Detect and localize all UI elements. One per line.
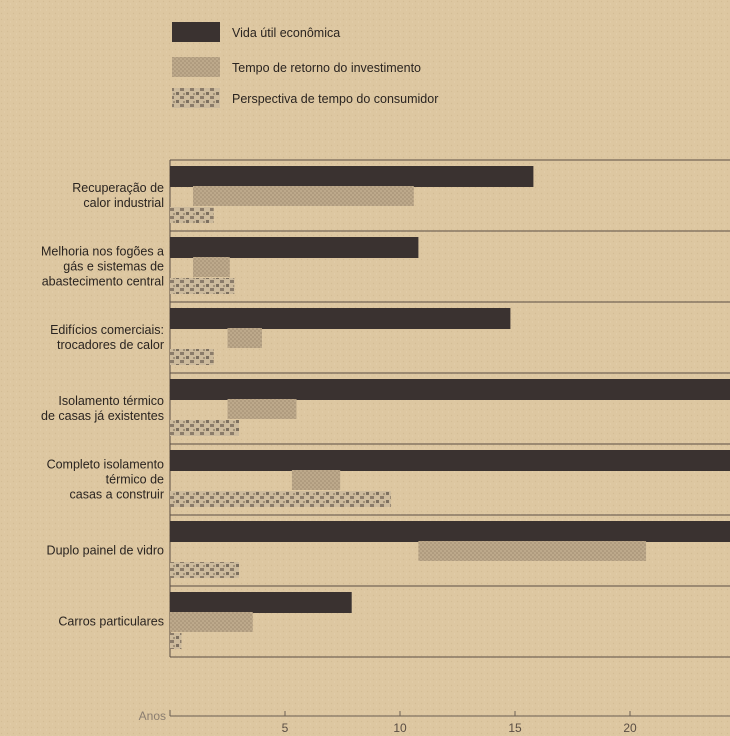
legend-label: Tempo de retorno do investimento bbox=[232, 61, 421, 75]
bar bbox=[170, 612, 253, 632]
category-label: Carros particulares bbox=[58, 615, 164, 629]
bar bbox=[170, 278, 235, 294]
bar bbox=[227, 399, 297, 419]
x-tick-label: 5 bbox=[282, 721, 289, 735]
x-tick-label: 15 bbox=[508, 721, 522, 735]
x-tick-label: 10 bbox=[393, 721, 407, 735]
category-label: Completo isolamento bbox=[47, 458, 164, 472]
bar bbox=[170, 207, 214, 223]
category-label: gás e sistemas de bbox=[63, 260, 164, 274]
bar bbox=[170, 592, 352, 613]
category-label: térmico de bbox=[106, 473, 164, 487]
category-label: Recuperação de bbox=[72, 181, 164, 195]
x-axis-label: Anos bbox=[139, 709, 166, 723]
category-label: Isolamento térmico bbox=[58, 394, 164, 408]
legend-label: Vida útil econômica bbox=[232, 26, 340, 40]
category-label: trocadores de calor bbox=[57, 338, 164, 352]
bar bbox=[170, 450, 730, 471]
bar bbox=[170, 308, 511, 329]
category-label: de casas já existentes bbox=[41, 409, 164, 423]
bar bbox=[170, 562, 239, 578]
legend-swatch bbox=[172, 57, 220, 77]
bar bbox=[170, 379, 730, 400]
bar bbox=[170, 349, 214, 365]
legend-swatch bbox=[172, 88, 220, 108]
x-tick-label: 20 bbox=[623, 721, 637, 735]
legend: Vida útil econômica Tempo de retorno do i… bbox=[172, 22, 438, 108]
bar bbox=[170, 521, 730, 542]
category-label: Duplo painel de vidro bbox=[47, 544, 164, 558]
bar bbox=[418, 541, 647, 561]
bar bbox=[170, 237, 419, 258]
bar bbox=[291, 470, 341, 490]
bar bbox=[170, 166, 534, 187]
category-label: abastecimento central bbox=[42, 275, 164, 289]
x-axis: 510152025Anos bbox=[139, 709, 730, 735]
category-label: calor industrial bbox=[83, 196, 164, 210]
bars bbox=[170, 166, 730, 649]
bar bbox=[193, 257, 230, 277]
bar bbox=[170, 633, 182, 649]
category-label: casas a construir bbox=[70, 488, 164, 502]
bar bbox=[170, 491, 391, 507]
legend-swatch bbox=[172, 22, 220, 42]
category-label: Melhoria nos fogões a bbox=[41, 245, 164, 259]
bar bbox=[193, 186, 414, 206]
bar bbox=[170, 420, 239, 436]
bar bbox=[227, 328, 262, 348]
plot-area bbox=[169, 159, 730, 658]
category-label: Edifícios comerciais: bbox=[50, 323, 164, 337]
legend-label: Perspectiva de tempo do consumidor bbox=[232, 92, 438, 106]
